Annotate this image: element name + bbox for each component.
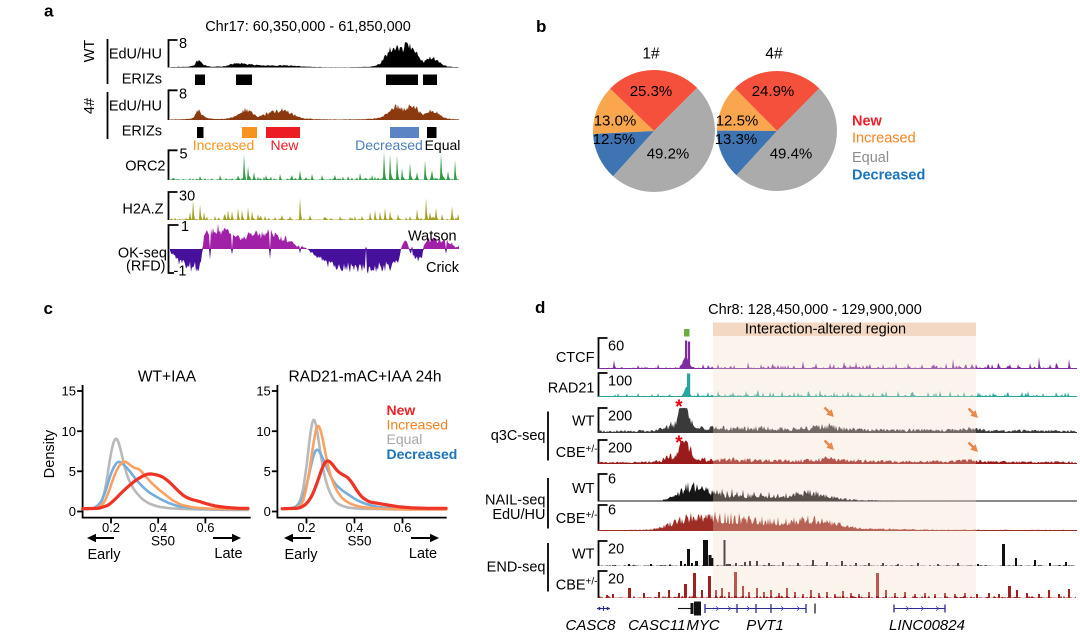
svg-text:100: 100 (608, 374, 632, 390)
svg-text:S50: S50 (151, 534, 175, 549)
svg-text:6: 6 (608, 472, 616, 488)
svg-text:EdU/HU: EdU/HU (492, 507, 545, 523)
svg-text:5: 5 (180, 147, 188, 163)
svg-text:1#: 1# (642, 46, 660, 63)
svg-text:ERIZs: ERIZs (122, 124, 162, 140)
svg-text:Increased: Increased (852, 131, 916, 147)
svg-text:c: c (44, 299, 53, 318)
svg-text:H2A.Z: H2A.Z (122, 202, 163, 218)
svg-text:Late: Late (214, 546, 242, 562)
svg-text:S50: S50 (347, 534, 371, 549)
svg-text:OK-seq: OK-seq (118, 246, 167, 262)
svg-text:d: d (535, 298, 545, 317)
svg-text:NAIL-seq: NAIL-seq (485, 493, 545, 509)
svg-text:ORC2: ORC2 (125, 159, 165, 175)
svg-text:Increased: Increased (193, 137, 254, 153)
svg-text:RAD21: RAD21 (548, 381, 595, 397)
svg-text:8: 8 (179, 36, 187, 52)
svg-text:CASC8: CASC8 (565, 617, 616, 634)
svg-text:60: 60 (608, 339, 624, 355)
svg-text:0.4: 0.4 (149, 520, 167, 535)
svg-text:5: 5 (69, 464, 76, 479)
svg-text:EdU/HU: EdU/HU (109, 99, 162, 115)
svg-text:WT+IAA: WT+IAA (138, 369, 197, 386)
svg-text:*: * (675, 433, 683, 454)
svg-text:Chr8: 128,450,000 - 129,900,00: Chr8: 128,450,000 - 129,900,000 (708, 302, 922, 318)
svg-text:0.6: 0.6 (393, 520, 411, 535)
svg-text:(RFD): (RFD) (126, 259, 165, 275)
svg-text:RAD21-mAC+IAA 24h: RAD21-mAC+IAA 24h (289, 369, 442, 386)
svg-text:Early: Early (87, 547, 121, 563)
svg-text:0.6: 0.6 (196, 520, 214, 535)
svg-text:WT: WT (572, 414, 595, 430)
svg-text:q3C-seq: q3C-seq (491, 428, 546, 444)
svg-text:24.9%: 24.9% (752, 83, 795, 100)
svg-text:0.2: 0.2 (297, 520, 315, 535)
svg-text:1: 1 (181, 219, 189, 235)
svg-text:EdU/HU: EdU/HU (109, 47, 162, 63)
svg-text:15: 15 (256, 384, 270, 399)
svg-text:Decreased: Decreased (852, 168, 925, 184)
svg-text:Decreased: Decreased (355, 137, 423, 153)
svg-text:b: b (536, 17, 546, 36)
svg-text:5: 5 (264, 464, 271, 479)
svg-text:WT: WT (572, 481, 595, 497)
svg-text:0: 0 (69, 504, 76, 519)
svg-text:a: a (44, 2, 54, 21)
svg-text:6: 6 (608, 503, 616, 519)
svg-text:LINC00824: LINC00824 (889, 617, 965, 634)
svg-text:4#: 4# (82, 98, 98, 114)
svg-text:New: New (387, 402, 416, 418)
svg-text:END-seq: END-seq (487, 560, 546, 576)
svg-text:Equal: Equal (425, 137, 461, 153)
svg-text:Decreased: Decreased (387, 446, 458, 462)
svg-text:0.2: 0.2 (102, 520, 120, 535)
svg-text:Density: Density (42, 429, 58, 478)
svg-text:13.3%: 13.3% (715, 131, 758, 148)
svg-text:15: 15 (62, 384, 76, 399)
svg-text:Watson: Watson (408, 229, 457, 245)
svg-text:12.5%: 12.5% (593, 131, 636, 148)
svg-text:49.4%: 49.4% (770, 146, 813, 163)
svg-text:13.0%: 13.0% (594, 113, 637, 130)
svg-text:4#: 4# (765, 46, 783, 63)
svg-text:ERIZs: ERIZs (122, 72, 162, 88)
svg-text:49.2%: 49.2% (647, 146, 690, 163)
svg-text:*: * (675, 397, 683, 418)
svg-text:WT: WT (82, 40, 98, 63)
svg-text:20: 20 (608, 572, 624, 588)
svg-text:10: 10 (62, 424, 76, 439)
svg-text:8: 8 (179, 86, 187, 102)
svg-text:New: New (852, 114, 883, 130)
svg-text:Late: Late (409, 546, 437, 562)
svg-text:30: 30 (179, 189, 195, 205)
svg-text:12.5%: 12.5% (716, 113, 759, 130)
svg-text:200: 200 (608, 441, 632, 457)
svg-text:Increased: Increased (387, 417, 448, 433)
svg-text:CTCF: CTCF (556, 350, 595, 366)
svg-text:Interaction-altered region: Interaction-altered region (745, 322, 906, 338)
svg-text:PVT1: PVT1 (746, 617, 784, 634)
svg-text:0.4: 0.4 (345, 520, 363, 535)
svg-text:Equal: Equal (852, 150, 889, 166)
svg-text:Chr17: 60,350,000 - 61,850,000: Chr17: 60,350,000 - 61,850,000 (205, 19, 411, 35)
svg-text:0: 0 (264, 504, 271, 519)
svg-text:10: 10 (256, 424, 270, 439)
svg-text:20: 20 (608, 542, 624, 558)
svg-text:CASC11: CASC11 (628, 617, 685, 634)
svg-text:Crick: Crick (426, 260, 460, 276)
svg-text:200: 200 (608, 409, 632, 425)
svg-text:WT: WT (572, 547, 595, 563)
svg-text:Early: Early (284, 547, 318, 563)
svg-text:MYC: MYC (686, 617, 720, 634)
svg-text:-1: -1 (174, 264, 187, 280)
svg-text:Equal: Equal (387, 431, 423, 447)
svg-text:25.3%: 25.3% (630, 83, 673, 100)
svg-text:New: New (270, 137, 299, 153)
